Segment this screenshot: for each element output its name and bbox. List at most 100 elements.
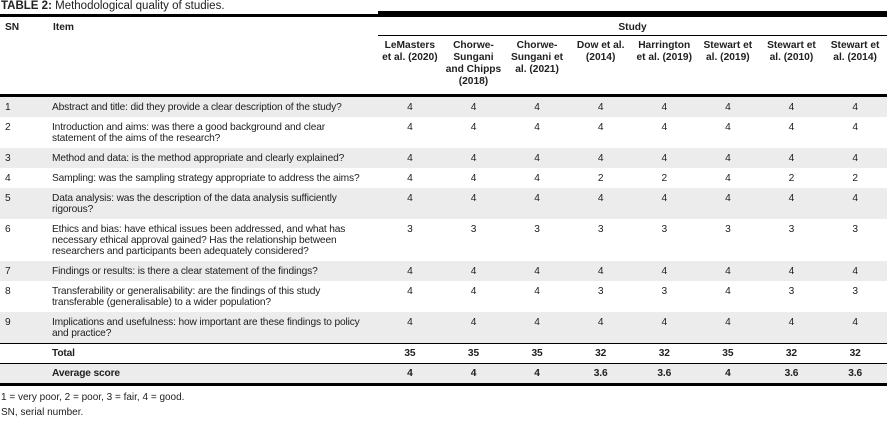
score-cell: 4: [534, 317, 540, 328]
score-cell: 4: [470, 122, 477, 133]
score-cell: 3: [852, 286, 858, 297]
score-cell: 3: [725, 224, 731, 235]
score-cell: 4: [534, 173, 540, 184]
score-cell: 3: [470, 224, 477, 235]
score-cell: 4: [470, 317, 477, 328]
table-title: TABLE 2: Methodological quality of studi…: [0, 0, 887, 17]
table-title-text: Methodological quality of studies.: [55, 0, 225, 12]
score-cell: 4: [725, 122, 731, 133]
score-cell: 4: [788, 153, 795, 164]
score-cell: 4: [470, 102, 477, 113]
study-column-header: Stewart et al. (2019): [696, 35, 760, 97]
table-row: 9 Implications and usefulness: how import…: [0, 312, 887, 344]
score-cell: 4: [407, 193, 413, 204]
row-serial-number: 7: [5, 266, 11, 277]
table-title-label: TABLE 2:: [1, 0, 52, 12]
average-score-row: Average score 4 4 4 3.6 3.6 4 3.6 3.6: [0, 363, 887, 386]
total-score-cell: 32: [632, 343, 697, 364]
score-cell: 4: [725, 102, 731, 113]
table-row: 4 Sampling: was the sampling strategy app…: [0, 168, 887, 188]
total-score-cell: 32: [759, 343, 824, 364]
study-group-top-rule: [378, 11, 887, 14]
table-row: 3 Method and data: is the method appropri…: [0, 148, 887, 168]
score-cell: 4: [407, 317, 413, 328]
score-cell: 4: [407, 153, 413, 164]
row-serial-number: 5: [5, 193, 11, 204]
score-cell: 4: [725, 153, 731, 164]
table-footnotes: 1 = very poor, 2 = poor, 3 = fair, 4 = g…: [0, 386, 887, 420]
score-cell: 4: [597, 317, 604, 328]
row-serial-number: 9: [5, 317, 11, 328]
total-row-sn-cell: [0, 343, 52, 364]
score-cell: 2: [788, 173, 795, 184]
row-serial-number: 3: [5, 153, 11, 164]
average-score-cell: 3.6: [759, 363, 824, 386]
score-cell: 4: [534, 153, 540, 164]
score-cell: 4: [597, 193, 604, 204]
score-cell: 3: [788, 224, 795, 235]
score-cell: 2: [597, 173, 604, 184]
row-item-description: Sampling: was the sampling strategy appr…: [52, 173, 360, 184]
score-cell: 4: [725, 317, 731, 328]
score-cell: 4: [534, 266, 540, 277]
column-header-sn: SN: [0, 17, 52, 97]
study-column-header: Harrington et al. (2019): [632, 35, 697, 97]
row-item-description: Transferability or generalisability: are…: [52, 286, 321, 308]
total-row: Total 35 35 35 32 32 35 32 32: [0, 343, 887, 364]
row-item-description: Implications and usefulness: how importa…: [52, 317, 360, 339]
score-cell: 4: [788, 122, 795, 133]
score-cell: 4: [470, 193, 477, 204]
score-cell: 3: [597, 286, 604, 297]
score-cell: 4: [534, 102, 540, 113]
score-cell: 4: [534, 122, 540, 133]
table-body: 1 Abstract and title: did they provide a …: [0, 95, 887, 344]
score-cell: 4: [788, 266, 795, 277]
average-score-cell: 3.6: [632, 363, 697, 386]
score-cell: 3: [534, 224, 540, 235]
study-column-header: Dow et al. (2014): [568, 35, 633, 97]
row-item-description: Method and data: is the method appropria…: [52, 153, 345, 164]
row-item-description: Data analysis: was the description of th…: [52, 193, 337, 215]
column-group-header-study: Study: [378, 17, 887, 36]
score-cell: 4: [661, 102, 667, 113]
score-cell: 3: [661, 286, 667, 297]
score-cell: 4: [852, 102, 858, 113]
average-score-cell: 4: [696, 363, 760, 386]
table-row: 6 Ethics and bias: have ethical issues be…: [0, 219, 887, 261]
average-row-sn-cell: [0, 363, 52, 386]
score-cell: 4: [725, 286, 731, 297]
score-cell: 4: [661, 193, 667, 204]
score-cell: 4: [407, 266, 413, 277]
average-score-cell: 4: [505, 363, 569, 386]
table-row: 5 Data analysis: was the description of t…: [0, 188, 887, 219]
score-cell: 4: [852, 193, 858, 204]
score-cell: 4: [788, 317, 795, 328]
table-row: 2 Introduction and aims: was there a good…: [0, 117, 887, 148]
average-score-cell: 3.6: [568, 363, 633, 386]
score-cell: 4: [852, 317, 858, 328]
total-score-cell: 35: [441, 343, 506, 364]
score-cell: 4: [661, 266, 667, 277]
row-serial-number: 6: [5, 224, 11, 235]
score-cell: 4: [597, 266, 604, 277]
score-cell: 4: [661, 153, 667, 164]
score-cell: 4: [661, 317, 667, 328]
row-item-description: Introduction and aims: was there a good …: [52, 122, 326, 144]
footnote-score-legend: 1 = very poor, 2 = poor, 3 = fair, 4 = g…: [1, 392, 185, 403]
table-header: SN Item Study LeMasters et al. (2020) Cho…: [0, 17, 887, 97]
score-cell: 4: [470, 153, 477, 164]
score-cell: 4: [597, 122, 604, 133]
header-row-groups: SN Item Study: [0, 17, 887, 97]
row-serial-number: 8: [5, 286, 11, 297]
row-item-description: Findings or results: is there a clear st…: [52, 266, 318, 277]
score-cell: 4: [725, 193, 731, 204]
methodological-quality-table: SN Item Study LeMasters et al. (2020) Cho…: [0, 17, 887, 386]
total-row-label: Total: [52, 343, 379, 364]
study-column-header: LeMasters et al. (2020): [378, 35, 442, 97]
study-column-header: Chorwe-Sungani and Chipps (2018): [441, 35, 506, 97]
score-cell: 3: [661, 224, 667, 235]
total-score-cell: 32: [823, 343, 887, 364]
score-cell: 4: [470, 286, 477, 297]
score-cell: 4: [788, 102, 795, 113]
